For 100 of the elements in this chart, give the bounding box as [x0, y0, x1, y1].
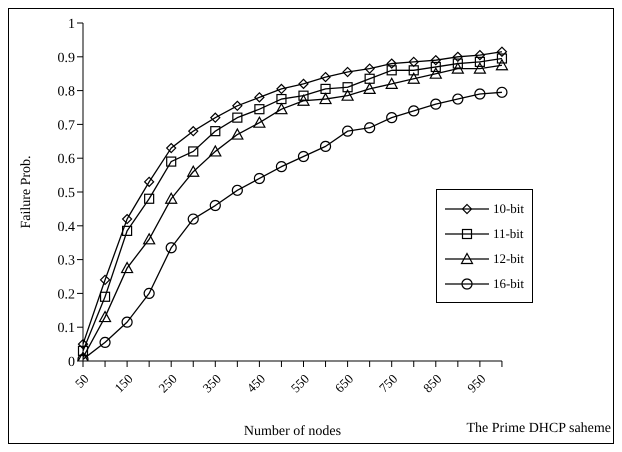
point — [342, 126, 354, 137]
point — [188, 126, 198, 136]
point — [188, 213, 199, 225]
y-tick-label: 0.6 — [58, 152, 75, 168]
point — [232, 112, 242, 123]
point — [143, 233, 156, 244]
point — [253, 116, 266, 128]
point — [275, 103, 288, 114]
point — [254, 104, 264, 114]
y-tick-label: 1 — [68, 16, 75, 32]
y-tick-label: 0.5 — [58, 186, 75, 201]
x-tick-label: 350 — [200, 371, 224, 396]
point — [496, 53, 508, 64]
point — [320, 140, 332, 152]
point — [121, 262, 134, 274]
point — [210, 112, 220, 123]
x-tick-label: 850 — [420, 371, 444, 396]
legend-label: 11-bit — [492, 226, 524, 242]
y-tick-label: 0.1 — [58, 321, 75, 336]
point — [99, 336, 111, 348]
point — [298, 90, 309, 101]
point — [408, 65, 419, 76]
point — [408, 56, 419, 67]
point — [474, 56, 485, 67]
point — [386, 112, 398, 124]
x-tick-label: 750 — [376, 371, 400, 396]
point — [408, 72, 420, 84]
point — [408, 105, 420, 116]
point — [165, 192, 178, 204]
point — [254, 92, 264, 102]
point — [496, 46, 508, 57]
point — [298, 78, 309, 89]
point — [474, 50, 485, 60]
y-tick-label: 0.3 — [58, 254, 75, 269]
point — [474, 62, 486, 74]
point — [496, 59, 508, 70]
point — [98, 310, 112, 322]
point — [210, 126, 220, 136]
point — [452, 58, 463, 69]
point — [232, 100, 242, 111]
point — [78, 346, 88, 356]
point — [209, 145, 222, 157]
point — [210, 200, 221, 212]
text: The Prime DHCP saheme — [466, 421, 611, 437]
point — [386, 65, 397, 76]
point — [122, 226, 132, 236]
point — [254, 172, 265, 184]
point — [342, 66, 353, 78]
point — [144, 176, 154, 187]
legend-label: 16-bit — [492, 276, 524, 292]
point — [188, 146, 198, 157]
point — [474, 88, 486, 100]
point — [122, 316, 133, 328]
y-tick-label: 0 — [68, 354, 75, 370]
point — [364, 74, 375, 84]
point — [166, 142, 176, 154]
point — [320, 84, 331, 94]
point — [298, 150, 310, 162]
point — [122, 214, 132, 224]
point — [297, 94, 310, 106]
x-tick-label: 950 — [464, 371, 489, 396]
y-axis-title: Failure Prob. — [18, 155, 34, 229]
point — [100, 274, 110, 285]
point — [430, 62, 441, 72]
point — [144, 194, 154, 204]
x-tick-label: 50 — [72, 371, 92, 391]
point — [342, 82, 353, 92]
point — [276, 161, 288, 172]
x-tick-label: 450 — [244, 371, 268, 396]
point — [364, 82, 376, 94]
point — [231, 128, 244, 140]
point — [144, 288, 155, 299]
point — [100, 292, 110, 302]
x-tick-label: 150 — [111, 371, 136, 396]
point — [364, 122, 376, 134]
y-tick-label: 0.4 — [58, 220, 75, 235]
point — [430, 68, 442, 79]
point — [187, 166, 200, 177]
point — [276, 84, 287, 94]
point — [166, 242, 177, 254]
point — [364, 64, 375, 74]
x-tick-label: 250 — [155, 371, 180, 396]
point — [319, 92, 332, 104]
point — [452, 93, 464, 105]
point — [496, 86, 508, 98]
point — [320, 72, 331, 82]
y-tick-label: 0.8 — [58, 84, 75, 100]
point — [276, 94, 287, 104]
legend-label: 10-bit — [492, 200, 524, 216]
y-tick-label: 0.7 — [58, 118, 75, 134]
x-tick-label: 550 — [288, 371, 312, 396]
x-axis-title: Number of nodes — [244, 424, 342, 439]
point — [166, 156, 176, 167]
point — [386, 78, 398, 89]
point — [430, 98, 442, 110]
y-tick-label: 0.2 — [58, 287, 75, 302]
x-tick-label: 650 — [332, 371, 356, 396]
point — [341, 90, 354, 101]
legend-label: 12-bit — [492, 250, 524, 266]
point — [452, 62, 464, 74]
